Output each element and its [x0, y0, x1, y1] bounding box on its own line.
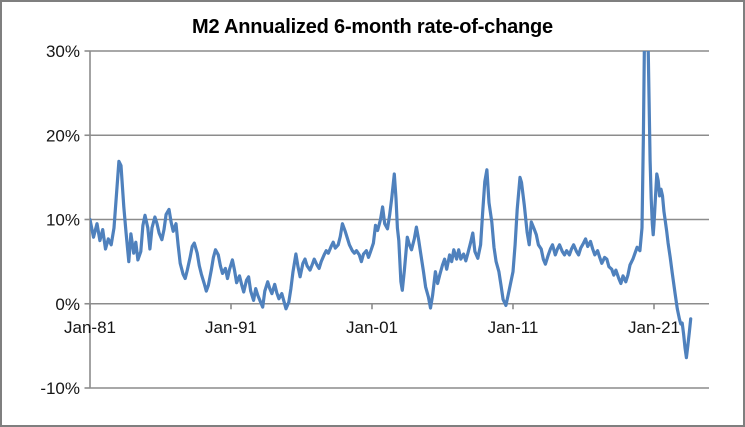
y-tick-label-30%: 30%: [46, 42, 80, 61]
x-tick-label-Jan-81: Jan-81: [64, 318, 116, 337]
y-tick-label--10%: -10%: [40, 379, 80, 398]
y-tick-label-0%: 0%: [55, 295, 80, 314]
x-tick-label-Jan-01: Jan-01: [346, 318, 398, 337]
x-tick-label-Jan-91: Jan-91: [205, 318, 257, 337]
x-tick-label-Jan-21: Jan-21: [628, 318, 680, 337]
m2-series-line: [90, 51, 693, 360]
y-tick-label-10%: 10%: [46, 211, 80, 230]
chart-title: M2 Annualized 6-month rate-of-change: [192, 16, 553, 38]
y-tick-label-20%: 20%: [46, 126, 80, 145]
x-tick-label-Jan-11: Jan-11: [488, 318, 539, 337]
